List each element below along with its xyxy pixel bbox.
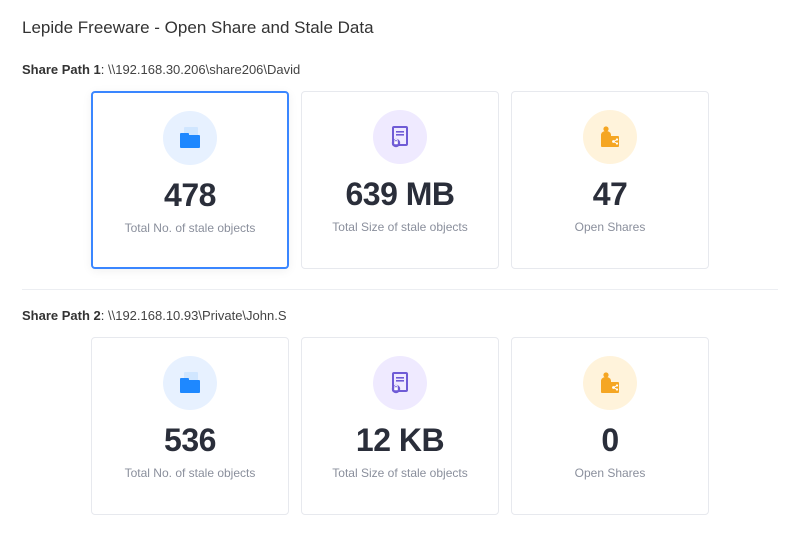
cards-row-2: 536 Total No. of stale objects 12 KB Tot… (22, 337, 778, 515)
metric-value: 639 MB (345, 178, 454, 210)
card-stale-size[interactable]: 12 KB Total Size of stale objects (301, 337, 499, 515)
card-stale-count[interactable]: 478 Total No. of stale objects (91, 91, 289, 269)
metric-label: Total No. of stale objects (117, 466, 264, 480)
metric-label: Total Size of stale objects (324, 466, 475, 480)
metric-value: 478 (164, 179, 216, 211)
share-path-value: \\192.168.10.93\Private\John.S (108, 308, 287, 323)
card-stale-count[interactable]: 536 Total No. of stale objects (91, 337, 289, 515)
file-lock-icon (373, 356, 427, 410)
metric-label: Total No. of stale objects (117, 221, 264, 235)
metric-label: Open Shares (567, 220, 654, 234)
section-divider (22, 289, 778, 290)
share-folder-icon (583, 110, 637, 164)
metric-label: Open Shares (567, 466, 654, 480)
share-section-2: Share Path 2: \\192.168.10.93\Private\Jo… (22, 308, 778, 515)
share-path-label: Share Path 1 (22, 62, 101, 77)
share-section-1: Share Path 1: \\192.168.30.206\share206\… (22, 62, 778, 269)
metric-value: 12 KB (356, 424, 444, 456)
metric-value: 536 (164, 424, 216, 456)
share-path-2: Share Path 2: \\192.168.10.93\Private\Jo… (22, 308, 778, 323)
card-open-shares[interactable]: 47 Open Shares (511, 91, 709, 269)
card-open-shares[interactable]: 0 Open Shares (511, 337, 709, 515)
share-folder-icon (583, 356, 637, 410)
share-path-1: Share Path 1: \\192.168.30.206\share206\… (22, 62, 778, 77)
share-path-label: Share Path 2 (22, 308, 101, 323)
page-title: Lepide Freeware - Open Share and Stale D… (22, 18, 778, 38)
folder-file-icon (163, 111, 217, 165)
cards-row-1: 478 Total No. of stale objects 639 MB To… (22, 91, 778, 269)
metric-value: 47 (593, 178, 628, 210)
metric-label: Total Size of stale objects (324, 220, 475, 234)
card-stale-size[interactable]: 639 MB Total Size of stale objects (301, 91, 499, 269)
metric-value: 0 (601, 424, 618, 456)
share-path-value: \\192.168.30.206\share206\David (108, 62, 300, 77)
file-lock-icon (373, 110, 427, 164)
folder-file-icon (163, 356, 217, 410)
